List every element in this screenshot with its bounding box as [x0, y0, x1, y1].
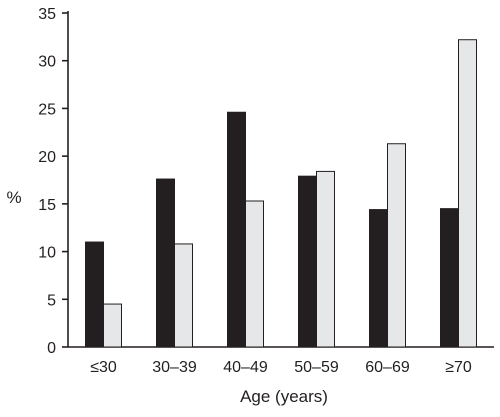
x-tick-label: 50–59	[294, 359, 339, 376]
y-tick-label: 15	[38, 197, 56, 214]
x-axis-label: Age (years)	[240, 387, 328, 406]
bar-series-1	[227, 111, 246, 348]
x-tick-label: ≥70	[445, 359, 472, 376]
bar-series-1	[369, 209, 388, 348]
bars	[85, 39, 477, 348]
x-tick-label: 40–49	[223, 359, 268, 376]
x-tick-label: 60–69	[365, 359, 410, 376]
y-axis-label: %	[6, 188, 21, 207]
bar-series-1	[156, 178, 175, 348]
bar-series-2	[174, 243, 193, 348]
bar-series-2	[458, 39, 477, 348]
x-tick-label: 30–39	[152, 359, 197, 376]
y-axis: 0 5 10 15 20 25 30 35	[38, 6, 69, 357]
bar-series-1	[85, 241, 104, 348]
y-tick-label: 5	[47, 292, 56, 309]
bar-series-1	[298, 175, 317, 348]
bar-series-2	[387, 143, 406, 348]
bar-series-2	[245, 200, 264, 348]
bar-series-2	[316, 170, 335, 348]
y-tick-label: 30	[38, 54, 56, 71]
y-tick-label: 10	[38, 245, 56, 262]
y-tick-label: 20	[38, 149, 56, 166]
bar-series-1	[440, 208, 459, 348]
bar-series-2	[103, 303, 122, 348]
y-tick-label: 35	[38, 6, 56, 23]
x-axis: ≤30 30–39 40–49 50–59 60–69 ≥70	[68, 346, 494, 376]
x-tick-label: ≤30	[90, 359, 117, 376]
y-tick-label: 0	[47, 340, 56, 357]
y-tick-label: 25	[38, 101, 56, 118]
